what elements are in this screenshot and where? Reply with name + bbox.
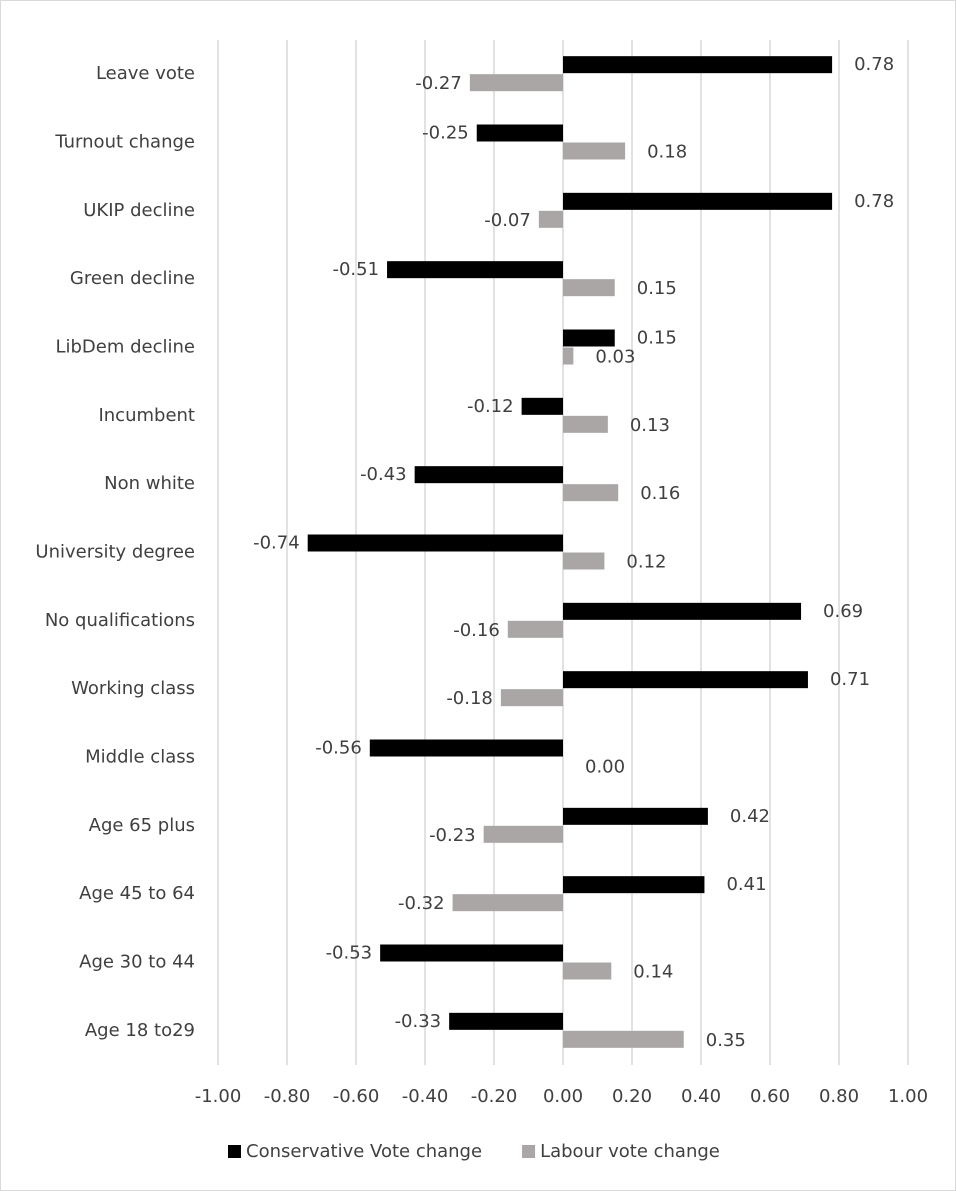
value-label: 0.13 (630, 415, 670, 436)
y-tick-label: Incumbent (98, 405, 195, 426)
value-label: -0.56 (315, 738, 362, 759)
value-label: -0.25 (422, 123, 469, 144)
bar (449, 1012, 563, 1030)
value-label: 0.16 (640, 483, 680, 504)
value-label: 0.15 (637, 328, 677, 349)
y-tick-label: No qualifications (45, 610, 195, 631)
y-tick-label: Age 45 to 64 (79, 883, 195, 904)
value-label: 0.69 (823, 601, 863, 622)
x-tick-label: 0.60 (750, 1086, 790, 1107)
value-label: -0.43 (360, 464, 407, 485)
bar (452, 894, 563, 912)
bar (414, 466, 563, 484)
x-tick-label: -0.80 (264, 1086, 311, 1107)
y-tick-label: Age 30 to 44 (79, 952, 195, 973)
x-tick-label: 0.20 (612, 1086, 652, 1107)
value-label: -0.74 (253, 533, 300, 554)
y-tick-label: Green decline (70, 268, 195, 289)
y-tick-label: Turnout change (54, 132, 195, 153)
y-tick-label: Non white (104, 473, 195, 494)
value-label: 0.00 (585, 757, 625, 778)
bar (521, 397, 563, 415)
value-label: 0.12 (626, 552, 666, 573)
bar (563, 347, 574, 365)
value-label: 0.03 (595, 347, 635, 368)
value-label: -0.32 (398, 893, 445, 914)
x-tick-label: 0.80 (819, 1086, 859, 1107)
value-label: -0.33 (395, 1011, 442, 1032)
bar (563, 1030, 684, 1048)
value-label: -0.51 (332, 259, 379, 280)
bar (469, 74, 563, 92)
value-label: 0.78 (854, 54, 894, 75)
bar (387, 261, 563, 279)
legend-swatch (522, 1145, 536, 1158)
value-label: -0.23 (429, 825, 476, 846)
value-label: 0.78 (854, 191, 894, 212)
value-label: 0.42 (730, 806, 770, 827)
y-tick-label: Age 65 plus (89, 815, 195, 836)
x-tick-label: 0.00 (543, 1086, 583, 1107)
bar (563, 671, 808, 689)
x-tick-label: -0.40 (402, 1086, 449, 1107)
bar (538, 210, 563, 228)
legend-swatch (228, 1145, 241, 1158)
y-tick-label: University degree (35, 542, 195, 563)
y-tick-label: Middle class (85, 747, 195, 768)
bar (500, 689, 563, 707)
value-label: -0.27 (415, 73, 462, 94)
y-tick-label: LibDem decline (55, 337, 195, 358)
bar (307, 534, 563, 552)
x-tick-label: -1.00 (195, 1086, 242, 1107)
value-label: -0.16 (453, 620, 500, 641)
x-tick-label: 1.00 (888, 1086, 928, 1107)
bar (563, 876, 705, 894)
y-tick-label: Age 18 to29 (85, 1020, 195, 1041)
value-label: -0.12 (467, 396, 514, 417)
x-tick-label: -0.60 (333, 1086, 380, 1107)
bar (476, 124, 563, 142)
bar (563, 192, 833, 210)
value-label: 0.18 (647, 142, 687, 163)
bar (563, 602, 802, 620)
bar (563, 962, 612, 980)
bar (563, 415, 608, 433)
value-label: -0.07 (484, 210, 531, 231)
bar (369, 739, 563, 757)
value-label: -0.53 (326, 943, 373, 964)
bar (563, 807, 708, 825)
bar (483, 825, 563, 843)
y-tick-label: Leave vote (96, 63, 195, 84)
legend-label: Labour vote change (540, 1141, 720, 1162)
y-tick-label: UKIP decline (83, 200, 195, 221)
legend-label: Conservative Vote change (246, 1141, 482, 1162)
bar (563, 329, 615, 347)
value-label: 0.15 (637, 278, 677, 299)
bar (563, 552, 605, 570)
bar (563, 56, 833, 74)
x-tick-label: 0.40 (681, 1086, 721, 1107)
x-tick-label: -0.20 (471, 1086, 518, 1107)
bar (507, 620, 563, 638)
value-label: 0.71 (830, 669, 870, 690)
bar (563, 142, 626, 160)
value-label: 0.41 (726, 874, 766, 895)
bar (563, 279, 615, 297)
bar (380, 944, 563, 962)
value-label: 0.14 (633, 962, 673, 983)
y-tick-label: Working class (71, 678, 195, 699)
value-label: -0.18 (446, 688, 493, 709)
bar (563, 484, 619, 502)
value-label: 0.35 (706, 1030, 746, 1051)
